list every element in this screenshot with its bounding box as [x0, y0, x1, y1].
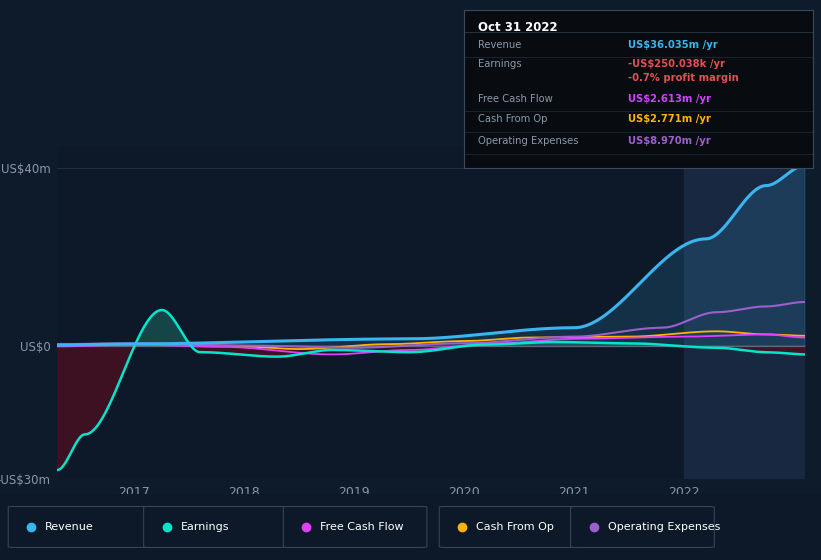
Text: Revenue: Revenue: [478, 40, 521, 50]
Text: Revenue: Revenue: [45, 522, 94, 532]
Text: US$36.035m /yr: US$36.035m /yr: [628, 40, 718, 50]
FancyBboxPatch shape: [283, 506, 427, 548]
Bar: [684, 146, 805, 479]
Text: US$2.771m /yr: US$2.771m /yr: [628, 114, 711, 124]
Text: -US$250.038k /yr: -US$250.038k /yr: [628, 59, 725, 69]
Text: Earnings: Earnings: [478, 59, 521, 69]
Text: US$2.613m /yr: US$2.613m /yr: [628, 94, 711, 104]
Text: Earnings: Earnings: [181, 522, 229, 532]
Text: Oct 31 2022: Oct 31 2022: [478, 21, 557, 34]
Text: Free Cash Flow: Free Cash Flow: [320, 522, 404, 532]
Text: Free Cash Flow: Free Cash Flow: [478, 94, 553, 104]
Text: US$8.970m /yr: US$8.970m /yr: [628, 136, 711, 146]
FancyBboxPatch shape: [571, 506, 714, 548]
FancyBboxPatch shape: [8, 506, 152, 548]
Text: -0.7% profit margin: -0.7% profit margin: [628, 73, 739, 83]
FancyBboxPatch shape: [144, 506, 287, 548]
Text: Cash From Op: Cash From Op: [476, 522, 554, 532]
Text: Cash From Op: Cash From Op: [478, 114, 548, 124]
FancyBboxPatch shape: [439, 506, 583, 548]
Text: Operating Expenses: Operating Expenses: [608, 522, 720, 532]
Text: Operating Expenses: Operating Expenses: [478, 136, 578, 146]
